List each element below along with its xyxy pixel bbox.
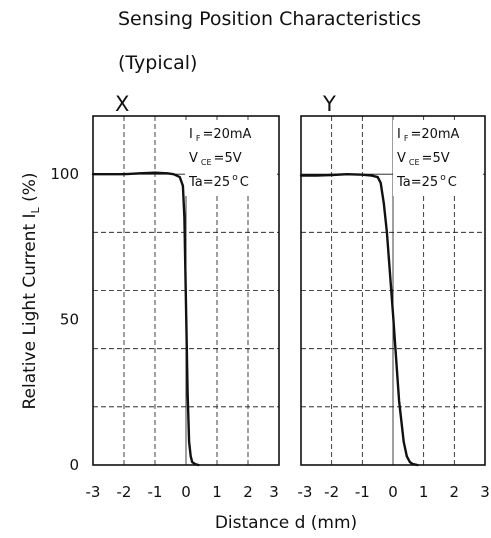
condition-value: C	[448, 175, 457, 190]
condition-value: =20mA	[410, 127, 459, 142]
x-tick-label: 3	[269, 483, 279, 501]
x-tick-label: -1	[148, 483, 163, 501]
condition-subscript: CE	[409, 158, 420, 167]
x-tick-label: -3	[298, 483, 313, 501]
y-tick-label: 0	[69, 456, 79, 474]
condition-value: =20mA	[202, 127, 251, 142]
panel-label: Y	[322, 92, 336, 116]
conditions-background	[185, 120, 277, 196]
condition-value: =5V	[422, 151, 450, 166]
x-tick-label: 2	[243, 483, 253, 501]
x-tick-label: -2	[117, 483, 132, 501]
x-tick-label: 1	[419, 483, 429, 501]
condition-label: V CE =5V	[397, 151, 450, 167]
panel-label: X	[115, 92, 129, 116]
condition-label: I F =20mA	[397, 127, 460, 143]
condition-label: Ta=25 o C	[188, 173, 249, 190]
condition-symbol: Ta=25	[188, 175, 230, 190]
chart-panel-x: X I F =20mA V CE =5V Ta=25 o C -3 -2 -1 0 1 2 3 0 50 100 Dis…	[20, 92, 357, 533]
condition-symbol: V	[189, 151, 198, 166]
condition-subscript: CE	[201, 158, 212, 167]
condition-superscript: o	[440, 173, 446, 183]
condition-subscript: F	[404, 134, 409, 143]
y-axis-label: Relative Light Current IL (%)	[20, 172, 42, 409]
x-tick-label: 0	[181, 483, 191, 501]
x-axis-label: Distance d (mm)	[215, 513, 357, 533]
condition-symbol: I	[397, 127, 401, 142]
x-tick-label: 1	[212, 483, 222, 501]
condition-label: V CE =5V	[189, 151, 242, 167]
condition-symbol: Ta=25	[396, 175, 438, 190]
condition-subscript: F	[196, 134, 201, 143]
condition-label: I F =20mA	[189, 127, 252, 143]
chart-title: Sensing Position Characteristics	[118, 8, 422, 30]
condition-label: Ta=25 o C	[396, 173, 457, 190]
data-curve	[299, 172, 419, 467]
x-tick-label: -2	[324, 483, 339, 501]
x-tick-label: -3	[86, 483, 101, 501]
y-tick-label: 50	[60, 311, 79, 329]
x-tick-label: 0	[388, 483, 398, 501]
x-tick-label: -1	[355, 483, 370, 501]
condition-value: =5V	[214, 151, 242, 166]
x-tick-label: 2	[450, 483, 460, 501]
condition-symbol: V	[397, 151, 406, 166]
x-tick-label: 3	[480, 483, 490, 501]
data-curve	[91, 171, 200, 467]
plot-frame	[92, 115, 280, 466]
y-tick-label: 100	[50, 165, 79, 183]
chart-subtitle: (Typical)	[118, 52, 198, 74]
condition-superscript: o	[232, 173, 238, 183]
plot-frame	[300, 115, 486, 466]
conditions-background	[393, 120, 483, 196]
condition-value: C	[240, 175, 249, 190]
chart-panel-y: Y I F =20mA V CE =5V Ta=25 o C -3 -2 -1 0 1 2 3	[298, 92, 490, 501]
condition-symbol: I	[189, 127, 193, 142]
